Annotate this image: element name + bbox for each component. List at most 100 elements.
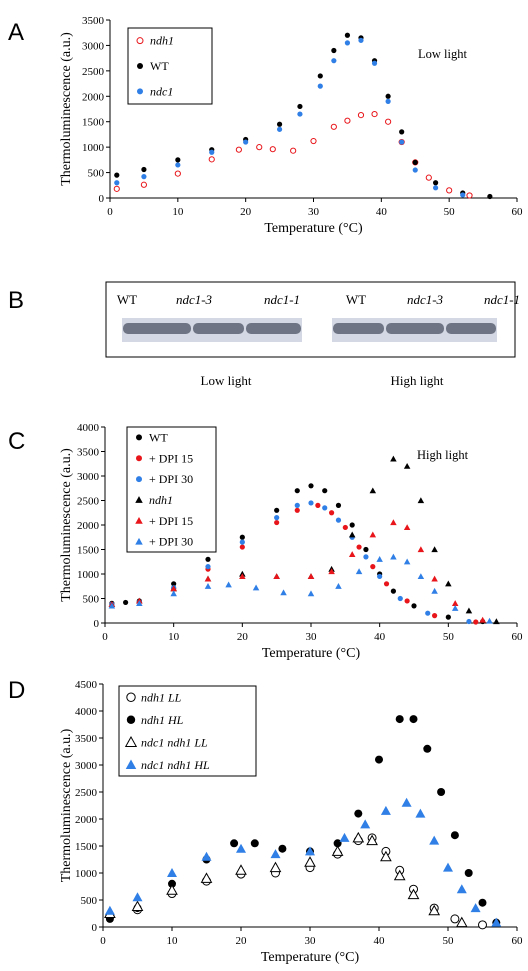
legend-marker [126, 692, 136, 702]
legend-label: ndh1 HL [141, 713, 184, 727]
blot-lane-label: ndc1-3 [407, 292, 444, 307]
data-point [170, 590, 177, 597]
legend-label: WT [149, 430, 168, 444]
legend-marker [135, 537, 143, 545]
y-tick-label: 2500 [77, 496, 100, 508]
data-point [239, 573, 246, 580]
data-point [491, 917, 502, 927]
x-tick-label: 30 [305, 935, 317, 947]
legend-label: ndh1 [150, 34, 174, 48]
data-point [451, 605, 459, 611]
data-point [429, 835, 440, 845]
protein-band [246, 323, 301, 334]
data-point [335, 583, 342, 589]
legend-marker [126, 715, 136, 724]
data-point [417, 573, 425, 580]
data-point [395, 715, 404, 724]
legend-label: ndc1 ndh1 LL [141, 735, 208, 749]
data-point [114, 180, 120, 186]
data-point [131, 900, 144, 911]
data-point [403, 524, 411, 531]
data-point [357, 112, 365, 119]
data-point [470, 903, 481, 913]
data-point [478, 898, 487, 907]
data-point [328, 568, 335, 575]
y-tick-label: 3000 [82, 40, 105, 52]
data-point [369, 487, 377, 494]
data-point [390, 455, 397, 462]
data-point [385, 93, 391, 99]
data-point [269, 146, 276, 153]
legend-label: + DPI 15 [149, 451, 193, 465]
data-point [486, 617, 493, 624]
data-point [141, 174, 147, 180]
series-group [108, 519, 486, 623]
data-point [270, 849, 281, 859]
data-point [356, 544, 362, 550]
y-tick-label: 0 [92, 922, 98, 934]
data-point [269, 861, 282, 873]
data-point [375, 755, 383, 764]
data-point [348, 551, 356, 557]
data-point [390, 519, 397, 526]
data-point [230, 839, 239, 848]
data-point [417, 546, 425, 553]
data-point [383, 581, 390, 587]
x-tick-label: 20 [236, 935, 248, 947]
data-point [235, 146, 242, 153]
data-point [415, 808, 426, 818]
legend-marker [137, 63, 143, 69]
y-tick-label: 0 [94, 618, 100, 630]
y-tick-label: 4500 [75, 679, 98, 691]
legend-label: WT [150, 59, 169, 73]
data-point [174, 170, 181, 177]
data-point [445, 580, 452, 587]
y-axis-title: Thermoluminescence (a.u.) [59, 32, 74, 186]
data-point [315, 502, 321, 508]
series-group [104, 797, 502, 927]
data-point [460, 192, 466, 198]
y-tick-label: 1000 [82, 142, 105, 154]
data-point [201, 851, 212, 861]
data-point [431, 587, 438, 594]
data-point [132, 892, 143, 902]
data-point [431, 546, 438, 553]
data-point [376, 556, 383, 562]
data-point [352, 831, 365, 843]
x-tick-label: 0 [102, 631, 108, 643]
x-tick-label: 10 [167, 935, 179, 947]
data-point [349, 522, 355, 528]
data-point [358, 37, 364, 43]
data-point [393, 869, 406, 881]
data-point [432, 613, 438, 619]
panel-letter-d: D [8, 677, 25, 704]
data-point [409, 715, 418, 724]
data-point [363, 546, 369, 553]
data-point [252, 584, 260, 591]
blot-caption-low-light: Low light [201, 373, 252, 388]
y-tick-label: 2000 [77, 520, 100, 532]
blot-lane-label: ndc1-1 [484, 292, 520, 307]
data-point [380, 805, 391, 815]
data-point [397, 595, 403, 602]
y-tick-label: 4000 [77, 422, 100, 434]
legend-marker [125, 759, 137, 769]
y-tick-label: 500 [88, 168, 105, 180]
data-point [355, 568, 363, 575]
y-tick-label: 2000 [82, 91, 105, 103]
x-tick-label: 40 [376, 206, 388, 218]
legend-marker [136, 476, 142, 483]
data-point [330, 123, 337, 130]
data-point [344, 117, 351, 124]
data-point [239, 544, 245, 550]
data-point [274, 519, 280, 526]
y-tick-label: 1500 [75, 841, 98, 853]
data-point [446, 187, 453, 194]
data-point [370, 564, 376, 570]
x-axis-title: Temperature (°C) [264, 221, 363, 236]
data-point [317, 83, 323, 89]
legend-label: ndc1 ndh1 HL [141, 758, 210, 772]
data-point [390, 553, 397, 560]
blot-lane-label: ndc1-1 [264, 292, 300, 307]
data-point [425, 610, 431, 616]
